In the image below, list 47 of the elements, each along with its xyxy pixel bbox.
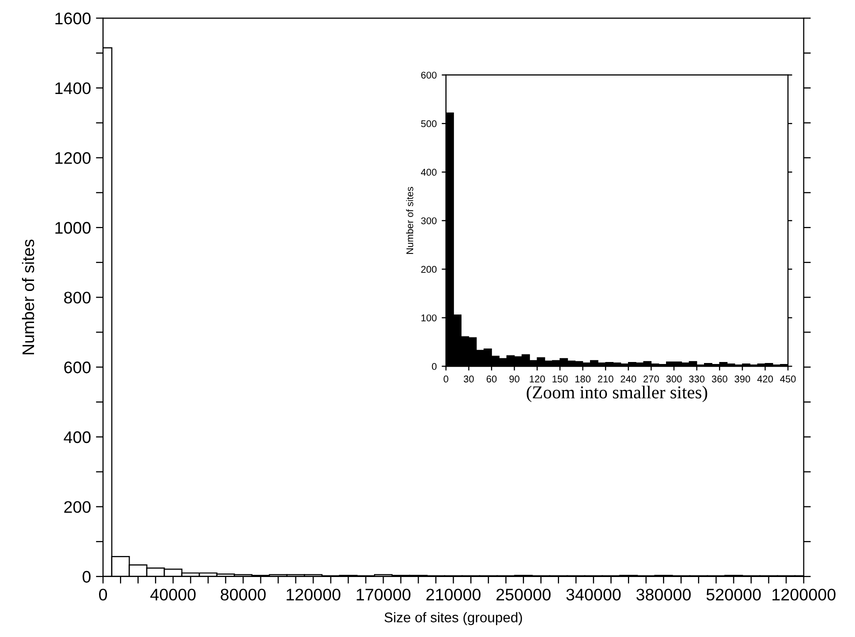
x-tick-label: 250000 (496, 588, 551, 601)
x-tick-label: 60 (486, 376, 497, 382)
y-tick-label: 1000 (55, 222, 91, 234)
x-tick-label: 30 (464, 376, 474, 382)
x-tick-label: 420 (757, 376, 773, 382)
x-tick-label: 120000 (286, 588, 340, 601)
x-tick-label: 360 (712, 376, 728, 382)
x-tick-label: 390 (734, 376, 750, 382)
y-tick-label: 1600 (55, 12, 91, 24)
x-tick-label: 450 (780, 376, 796, 382)
x-tick-label: 90 (509, 376, 520, 382)
y-tick-label: 400 (64, 431, 91, 444)
y-tick-label: 1400 (55, 82, 91, 94)
x-axis-title: (Zoom into smaller sites) (526, 386, 708, 402)
x-axis-title: Size of sites (grouped) (384, 612, 522, 626)
x-tick-label: 520000 (706, 588, 761, 601)
x-tick-label: 180 (575, 376, 590, 382)
y-tick-label: 0 (82, 570, 91, 583)
x-tick-label: 380000 (636, 588, 691, 601)
x-tick-label: 170000 (356, 588, 410, 601)
x-tick-label: 0 (99, 588, 108, 601)
y-tick-label: 200 (421, 266, 437, 273)
x-tick-label: 150 (552, 376, 568, 382)
y-tick-label: 600 (421, 72, 437, 79)
y-tick-label: 600 (64, 362, 91, 374)
y-axis-title: Number of sites (406, 186, 414, 254)
x-tick-label: 120 (530, 376, 545, 382)
y-tick-label: 800 (64, 292, 91, 304)
y-tick-label: 400 (420, 168, 437, 176)
x-tick-label: 270 (644, 376, 659, 382)
y-tick-label: 300 (421, 217, 437, 224)
x-tick-label: 210 (598, 376, 614, 382)
x-tick-label: 1200000 (772, 588, 836, 601)
y-tick-label: 500 (421, 120, 437, 128)
x-tick-label: 40000 (150, 588, 196, 601)
y-tick-label: 1200 (55, 152, 91, 164)
x-tick-label: 210000 (426, 588, 481, 601)
x-tick-label: 330 (689, 376, 704, 382)
y-tick-label: 0 (432, 363, 437, 370)
x-tick-label: 80000 (220, 588, 266, 601)
x-tick-label: 340000 (566, 588, 621, 601)
y-axis-title: Number of sites (22, 240, 34, 354)
y-tick-label: 100 (421, 314, 437, 322)
y-tick-label: 200 (64, 501, 91, 513)
x-tick-label: 0 (444, 376, 448, 382)
x-tick-label: 300 (666, 376, 682, 382)
x-tick-label: 240 (620, 376, 636, 382)
